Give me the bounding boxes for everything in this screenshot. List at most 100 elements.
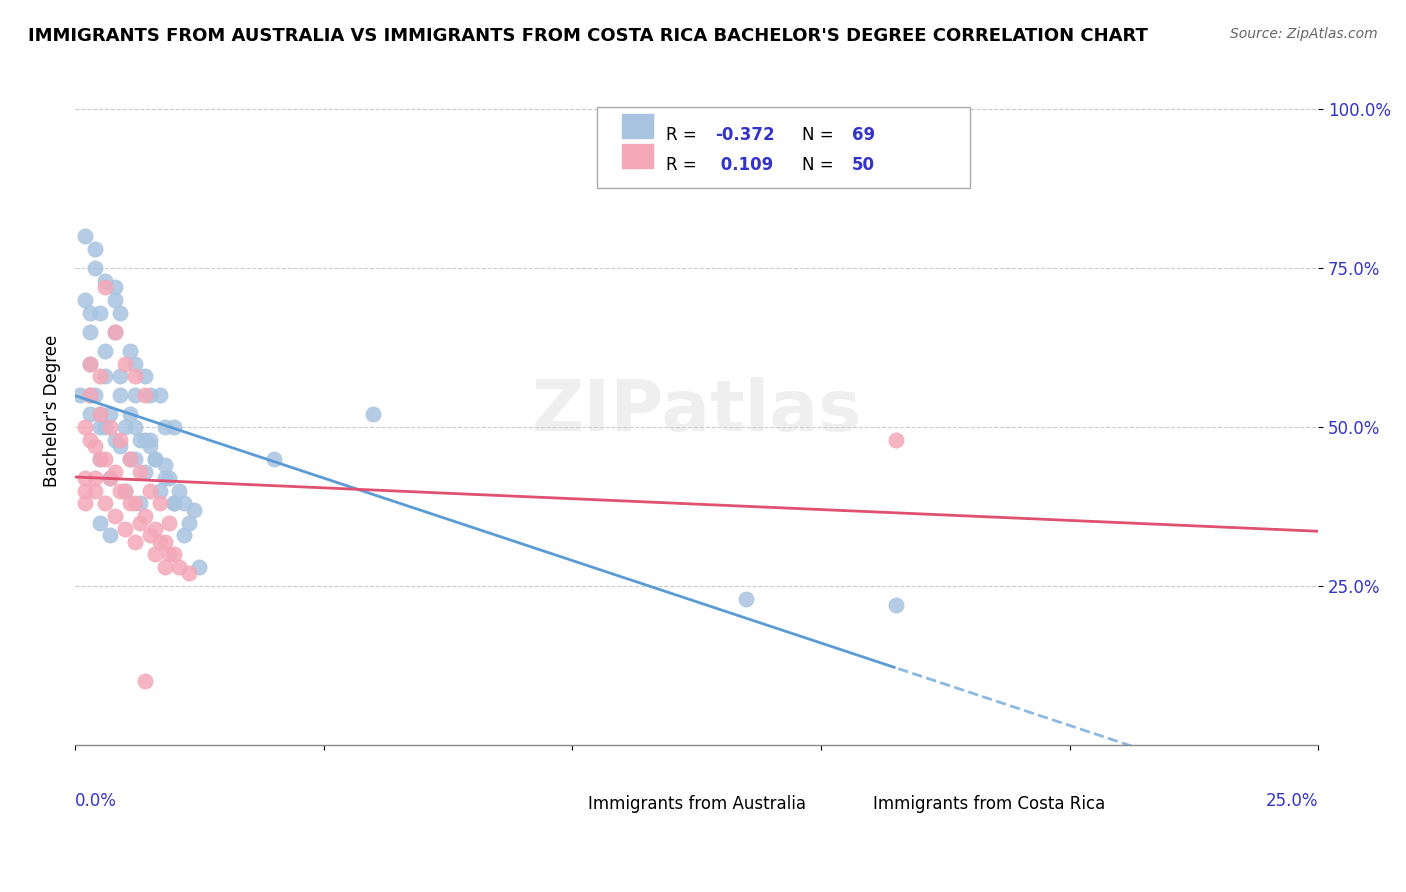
Point bbox=[94, 496, 117, 510]
Point bbox=[89, 408, 111, 422]
Point bbox=[138, 433, 160, 447]
Text: N =: N = bbox=[803, 155, 839, 174]
Point bbox=[89, 306, 111, 320]
Point bbox=[104, 325, 127, 339]
Text: 0.0%: 0.0% bbox=[75, 792, 117, 810]
Point bbox=[89, 451, 111, 466]
Point bbox=[89, 451, 111, 466]
Point bbox=[118, 343, 141, 358]
Point bbox=[143, 522, 166, 536]
Point bbox=[108, 388, 131, 402]
Point bbox=[98, 528, 121, 542]
Point bbox=[104, 465, 127, 479]
Point bbox=[134, 388, 156, 402]
Point bbox=[124, 357, 146, 371]
Point bbox=[143, 547, 166, 561]
Point bbox=[89, 516, 111, 530]
Point bbox=[104, 280, 127, 294]
Point bbox=[169, 483, 191, 498]
Point bbox=[884, 598, 907, 612]
Point bbox=[79, 408, 101, 422]
Text: N =: N = bbox=[803, 126, 839, 144]
Point bbox=[124, 534, 146, 549]
Point bbox=[83, 471, 105, 485]
Point bbox=[179, 516, 201, 530]
Point bbox=[104, 325, 127, 339]
Point bbox=[94, 369, 117, 384]
Point bbox=[153, 560, 176, 574]
Point bbox=[104, 293, 127, 307]
Point bbox=[114, 483, 136, 498]
Point bbox=[134, 465, 156, 479]
Point bbox=[143, 451, 166, 466]
Point bbox=[134, 433, 156, 447]
Point bbox=[73, 496, 96, 510]
FancyBboxPatch shape bbox=[541, 789, 564, 808]
Point bbox=[173, 496, 195, 510]
Point bbox=[128, 516, 150, 530]
Point bbox=[124, 420, 146, 434]
Point bbox=[73, 420, 96, 434]
Point bbox=[159, 471, 181, 485]
Text: ZIPatlas: ZIPatlas bbox=[531, 376, 862, 446]
Point bbox=[83, 261, 105, 276]
Text: -0.372: -0.372 bbox=[716, 126, 775, 144]
Point bbox=[124, 496, 146, 510]
Point bbox=[114, 522, 136, 536]
Text: R =: R = bbox=[665, 155, 702, 174]
Point bbox=[108, 439, 131, 453]
Point bbox=[124, 451, 146, 466]
Point bbox=[79, 388, 101, 402]
Text: 25.0%: 25.0% bbox=[1265, 792, 1319, 810]
Point bbox=[94, 343, 117, 358]
Point bbox=[169, 560, 191, 574]
Point bbox=[73, 293, 96, 307]
Point bbox=[79, 306, 101, 320]
Point bbox=[173, 528, 195, 542]
Point bbox=[188, 560, 211, 574]
Point bbox=[163, 496, 186, 510]
Point bbox=[134, 674, 156, 689]
Point bbox=[159, 547, 181, 561]
Text: Immigrants from Costa Rica: Immigrants from Costa Rica bbox=[873, 795, 1105, 814]
Point bbox=[94, 451, 117, 466]
Point bbox=[108, 433, 131, 447]
FancyBboxPatch shape bbox=[598, 107, 970, 187]
Point bbox=[363, 408, 385, 422]
Point bbox=[118, 496, 141, 510]
Point bbox=[114, 483, 136, 498]
Point bbox=[73, 229, 96, 244]
Point bbox=[89, 369, 111, 384]
Point bbox=[128, 433, 150, 447]
Point bbox=[69, 388, 91, 402]
FancyBboxPatch shape bbox=[621, 145, 654, 168]
Point bbox=[179, 566, 201, 581]
Point bbox=[124, 388, 146, 402]
Point bbox=[148, 388, 170, 402]
Point bbox=[138, 439, 160, 453]
Point bbox=[159, 516, 181, 530]
Point bbox=[163, 420, 186, 434]
Point bbox=[94, 420, 117, 434]
Text: Source: ZipAtlas.com: Source: ZipAtlas.com bbox=[1230, 27, 1378, 41]
Point bbox=[134, 509, 156, 524]
Point bbox=[98, 420, 121, 434]
Point bbox=[153, 420, 176, 434]
Point bbox=[89, 408, 111, 422]
Point bbox=[148, 483, 170, 498]
Point bbox=[128, 496, 150, 510]
Point bbox=[153, 471, 176, 485]
Point bbox=[128, 465, 150, 479]
Point bbox=[884, 433, 907, 447]
Point bbox=[148, 534, 170, 549]
FancyBboxPatch shape bbox=[621, 114, 654, 137]
Y-axis label: Bachelor's Degree: Bachelor's Degree bbox=[44, 335, 60, 487]
Point bbox=[134, 369, 156, 384]
Text: 50: 50 bbox=[852, 155, 875, 174]
Point bbox=[118, 451, 141, 466]
Point bbox=[79, 325, 101, 339]
Point bbox=[73, 483, 96, 498]
Point bbox=[79, 433, 101, 447]
Point bbox=[143, 451, 166, 466]
Point bbox=[89, 420, 111, 434]
